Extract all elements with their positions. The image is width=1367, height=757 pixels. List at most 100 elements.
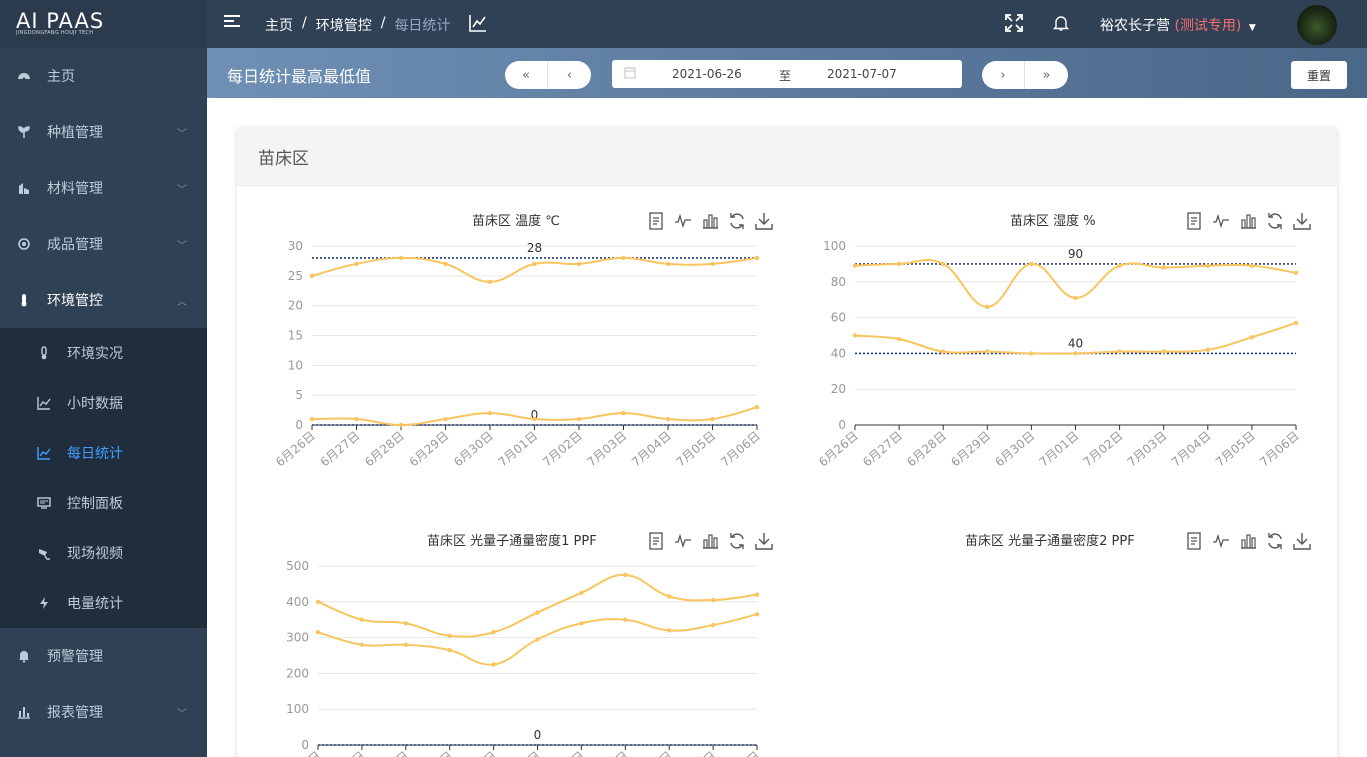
data-view-icon[interactable] [647, 532, 665, 550]
page-title: 每日统计最高最低值 [227, 67, 372, 86]
sidebar-item-label: 主页 [47, 69, 75, 85]
chart-toolbox [1185, 212, 1311, 230]
line-chart-toggle-icon[interactable] [1212, 532, 1230, 550]
reset-button[interactable]: 重置 [1291, 61, 1347, 89]
line-chart-toggle-icon[interactable] [674, 532, 692, 550]
logo-subtext: JINGDONGFANG HOUJI TECH [16, 30, 94, 36]
refresh-icon[interactable] [1266, 212, 1284, 230]
sidebar-subitem-power[interactable]: 电量统计 [0, 578, 207, 628]
refresh-icon[interactable] [1266, 532, 1284, 550]
main-content: 苗床区 [207, 98, 1367, 757]
chart-title: 苗床区 温度 ℃ [472, 214, 560, 229]
sidebar-item-label: 种植管理 [47, 125, 103, 141]
next-period-button[interactable]: » [1025, 61, 1068, 89]
user-tag: (测试专用) [1174, 18, 1242, 34]
bar-chart-toggle-icon[interactable] [701, 212, 719, 230]
breadcrumb-separator: / [380, 15, 386, 31]
user-menu[interactable]: 裕农长子营 (测试专用) ▼ [1100, 15, 1256, 35]
download-icon[interactable] [755, 532, 773, 550]
chart-icon[interactable] [469, 14, 487, 32]
dashboard-icon [17, 69, 31, 83]
chevron-right-icon: › [1000, 67, 1006, 83]
sidebar-subitem-video[interactable]: 现场视频 [0, 528, 207, 578]
sprout-icon [17, 125, 31, 139]
download-icon[interactable] [755, 212, 773, 230]
sidebar-subitem-control-panel[interactable]: 控制面板 [0, 478, 207, 528]
next-day-button[interactable]: › [982, 61, 1025, 89]
sidebar-item-label: 预警管理 [47, 649, 103, 665]
date-end-input[interactable]: 2021-07-07 [827, 67, 897, 81]
data-view-icon[interactable] [1185, 212, 1203, 230]
sidebar-item-label: 现场视频 [67, 546, 123, 562]
collapse-menu-icon[interactable] [224, 15, 240, 31]
sidebar-item-products[interactable]: 成品管理 ﹀ [0, 216, 207, 272]
lightning-icon [37, 596, 51, 610]
sidebar-item-label: 环境实况 [67, 346, 123, 362]
camera-icon [37, 546, 51, 560]
chevron-down-icon: ﹀ [177, 128, 187, 140]
logo[interactable]: AI PAAS JINGDONGFANG HOUJI TECH [0, 0, 207, 48]
chart-toolbox [647, 212, 773, 230]
download-icon[interactable] [1293, 212, 1311, 230]
sidebar-subitem-hourly[interactable]: 小时数据 [0, 378, 207, 428]
sidebar-item-alerts[interactable]: 预警管理 [0, 628, 207, 684]
breadcrumb-separator: / [302, 15, 307, 31]
date-start-input[interactable]: 2021-06-26 [672, 67, 742, 81]
card-title: 苗床区 [237, 128, 1337, 186]
date-range-picker[interactable]: 2021-06-26 至 2021-07-07 [612, 60, 962, 88]
sidebar-item-home[interactable]: 主页 [0, 48, 207, 104]
logo-text: AI PAAS [16, 9, 105, 33]
download-icon[interactable] [1293, 532, 1311, 550]
bar-chart-toggle-icon[interactable] [1239, 212, 1257, 230]
breadcrumb: 主页 / 环境管控 / 每日统计 [265, 15, 450, 35]
sidebar-subitem-env-live[interactable]: 环境实况 [0, 328, 207, 378]
sidebar-item-materials[interactable]: 材料管理 ﹀ [0, 160, 207, 216]
notification-bell-icon[interactable] [1052, 14, 1070, 32]
avatar[interactable] [1297, 5, 1337, 45]
line-chart-icon [37, 396, 51, 410]
sidebar: AI PAAS JINGDONGFANG HOUJI TECH 主页 种植管理 … [0, 0, 207, 757]
breadcrumb-home[interactable]: 主页 [265, 18, 293, 34]
sidebar-item-environment[interactable]: 环境管控 ︿ [0, 272, 207, 328]
environment-icon [17, 293, 31, 307]
sidebar-item-label: 成品管理 [47, 237, 103, 253]
user-name: 裕农长子营 [1100, 18, 1170, 34]
monitor-icon [37, 496, 51, 510]
chart-title: 苗床区 光量子通量密度1 PPF [427, 534, 597, 549]
breadcrumb-environment[interactable]: 环境管控 [315, 18, 372, 34]
fullscreen-icon[interactable] [1005, 14, 1023, 32]
refresh-icon[interactable] [728, 532, 746, 550]
product-icon [17, 237, 31, 251]
sidebar-item-label: 环境管控 [47, 293, 103, 309]
chevron-down-icon: ﹀ [177, 184, 187, 196]
sidebar-item-label: 材料管理 [47, 181, 103, 197]
sidebar-item-label: 电量统计 [67, 596, 123, 612]
bar-chart-toggle-icon[interactable] [1239, 532, 1257, 550]
sidebar-item-reports[interactable]: 报表管理 ﹀ [0, 684, 207, 740]
bell-icon [17, 649, 31, 663]
data-view-icon[interactable] [1185, 532, 1203, 550]
sidebar-item-label: 小时数据 [67, 396, 123, 412]
sidebar-item-label: 每日统计 [67, 446, 123, 462]
prev-period-button[interactable]: « [505, 61, 548, 89]
refresh-icon[interactable] [728, 212, 746, 230]
line-chart-toggle-icon[interactable] [1212, 212, 1230, 230]
calendar-icon [624, 66, 636, 82]
chart-title: 苗床区 湿度 % [1010, 214, 1096, 229]
chart-toolbox [647, 532, 773, 550]
material-icon [17, 181, 31, 195]
chevron-up-icon: ︿ [177, 296, 187, 308]
sidebar-item-planting[interactable]: 种植管理 ﹀ [0, 104, 207, 160]
data-view-icon[interactable] [647, 212, 665, 230]
caret-down-icon: ▼ [1248, 23, 1256, 33]
prev-buttons: « ‹ [505, 61, 591, 89]
sidebar-subitem-daily[interactable]: 每日统计 [0, 428, 207, 478]
sidebar-item-label: 控制面板 [67, 496, 123, 512]
double-chevron-left-icon: « [522, 67, 530, 83]
next-buttons: › » [982, 61, 1068, 89]
prev-day-button[interactable]: ‹ [548, 61, 591, 89]
line-chart-icon [37, 446, 51, 460]
line-chart-toggle-icon[interactable] [674, 212, 692, 230]
date-separator: 至 [779, 69, 792, 83]
bar-chart-toggle-icon[interactable] [701, 532, 719, 550]
